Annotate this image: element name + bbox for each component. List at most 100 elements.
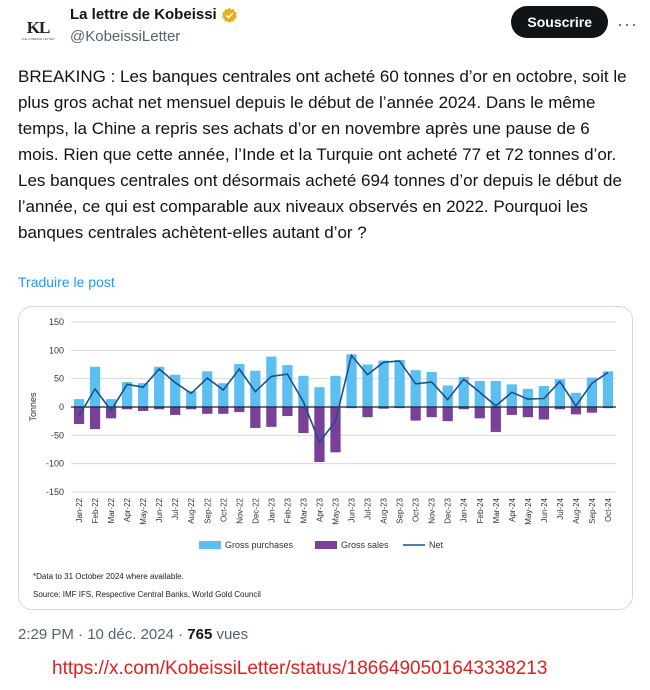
sales-bar <box>378 407 389 409</box>
sales-bar <box>234 407 245 413</box>
purchase-bar <box>282 365 293 407</box>
purchase-bar <box>121 382 133 407</box>
x-tick-label: Jun-22 <box>155 497 164 522</box>
timestamp[interactable]: 2:29 PM · 10 déc. 2024 · <box>18 626 188 643</box>
purchase-bar <box>490 380 501 407</box>
purchase-bar <box>554 379 566 407</box>
sales-bar <box>266 407 277 427</box>
purchase-bar <box>378 360 389 407</box>
chart-footnote: *Data to 31 October 2024 where available… <box>33 572 184 581</box>
purchase-bar <box>218 383 229 407</box>
x-tick-label: Jul-23 <box>364 497 373 519</box>
subscribe-button[interactable]: Souscrire <box>511 6 608 38</box>
y-tick-label: 50 <box>54 374 64 384</box>
tweet-footer: 2:29 PM · 10 déc. 2024 · 765 vues <box>18 626 248 643</box>
purchase-bar <box>426 371 437 407</box>
tweet-header: KL THE KOBEISSI LETTER La lettre de Kobe… <box>18 6 640 50</box>
sales-bar <box>442 407 453 422</box>
sales-bar <box>490 407 501 432</box>
sales-bar <box>121 407 133 410</box>
x-tick-label: Jul-22 <box>171 497 180 519</box>
x-tick-label: Mar-22 <box>107 497 116 523</box>
purchase-bar <box>154 366 165 407</box>
purchase-bar <box>170 374 181 407</box>
sales-bar <box>186 407 197 410</box>
x-tick-label: Feb-24 <box>476 497 485 523</box>
y-tick-label: 100 <box>49 345 64 355</box>
legend-label-sales: Gross sales <box>341 540 389 550</box>
y-tick-label: -150 <box>46 487 64 497</box>
sales-bar <box>154 407 165 410</box>
sales-bar <box>314 407 325 462</box>
x-tick-label: May-23 <box>331 497 340 524</box>
sales-bar <box>282 407 293 417</box>
source-url: https://x.com/KobeissiLetter/status/1866… <box>52 658 548 679</box>
x-tick-label: Jun-23 <box>348 497 357 522</box>
purchase-bar <box>250 370 261 407</box>
sales-bar <box>89 407 101 430</box>
x-tick-label: Oct-22 <box>219 497 228 522</box>
handle[interactable]: @KobeissiLetter <box>70 28 181 45</box>
sales-bar <box>202 407 213 414</box>
net-line <box>78 353 609 444</box>
sales-bar <box>522 407 533 418</box>
purchase-bar <box>538 386 549 407</box>
x-tick-label: Dec-23 <box>444 497 453 523</box>
sales-bar <box>538 407 549 420</box>
views-label: vues <box>212 626 249 643</box>
translate-link[interactable]: Traduire le post <box>18 274 115 290</box>
tweet-text: BREAKING : Les banques centrales ont ach… <box>18 67 627 242</box>
legend-label-net: Net <box>429 540 444 550</box>
purchase-bar <box>362 364 373 407</box>
avatar-logo-sub: THE KOBEISSI LETTER <box>21 36 55 41</box>
purchase-bar <box>202 371 213 407</box>
sales-bar <box>250 407 261 428</box>
x-tick-label: Feb-22 <box>91 497 100 523</box>
x-tick-label: Apr-22 <box>123 497 132 522</box>
sales-bar <box>410 407 421 421</box>
purchase-bar <box>266 356 277 407</box>
purchase-bar <box>410 370 421 407</box>
x-tick-label: Nov-22 <box>235 497 244 523</box>
purchase-bar <box>442 385 453 407</box>
x-tick-label: Mar-23 <box>299 497 308 523</box>
purchase-bar <box>89 366 101 407</box>
purchase-bar <box>522 388 533 407</box>
author-block: La lettre de Kobeissi @KobeissiLetter <box>70 6 238 47</box>
sales-bar <box>330 407 341 453</box>
purchase-bar <box>458 376 469 407</box>
x-tick-label: Apr-24 <box>508 497 517 522</box>
sales-bar <box>426 407 437 418</box>
x-tick-label: Jan-22 <box>75 497 84 522</box>
x-tick-label: May-24 <box>524 497 533 524</box>
verified-badge-icon <box>221 7 237 23</box>
x-tick-label: Sep-24 <box>588 497 597 523</box>
sales-bar <box>218 407 229 414</box>
gold-flows-chart: 150 100 50 0 -50 -100 -150 Tonnes Jan-22 Feb-22 Ma… <box>28 317 616 599</box>
view-count: 765 <box>187 626 213 643</box>
sales-bar <box>105 407 117 419</box>
purchase-bar <box>570 392 582 407</box>
legend-swatch-sales <box>315 541 337 549</box>
sales-bar <box>170 407 181 415</box>
x-tick-label: Sep-22 <box>203 497 212 523</box>
sales-bar <box>474 407 485 419</box>
purchase-bar <box>506 384 517 407</box>
avatar-logo: KL <box>26 17 51 37</box>
x-tick-label: Sep-23 <box>396 497 405 523</box>
more-options-icon[interactable]: ··· <box>617 14 638 34</box>
avatar[interactable]: KL THE KOBEISSI LETTER <box>18 10 58 50</box>
sales-bar <box>298 407 309 434</box>
purchase-bar <box>298 375 309 407</box>
sales-bar <box>362 407 373 418</box>
y-tick-label: 0 <box>59 402 64 412</box>
purchase-bar <box>346 354 357 407</box>
display-name[interactable]: La lettre de Kobeissi <box>70 6 217 23</box>
purchase-bar <box>394 359 405 407</box>
chart-card[interactable]: 150 100 50 0 -50 -100 -150 Tonnes Jan-22 Feb-22 Ma… <box>18 306 633 610</box>
purchase-bar <box>602 371 614 407</box>
sales-bar <box>138 407 149 411</box>
author-name-row[interactable]: La lettre de Kobeissi <box>70 6 238 24</box>
sales-bar <box>586 407 598 413</box>
purchase-bar <box>73 399 85 407</box>
